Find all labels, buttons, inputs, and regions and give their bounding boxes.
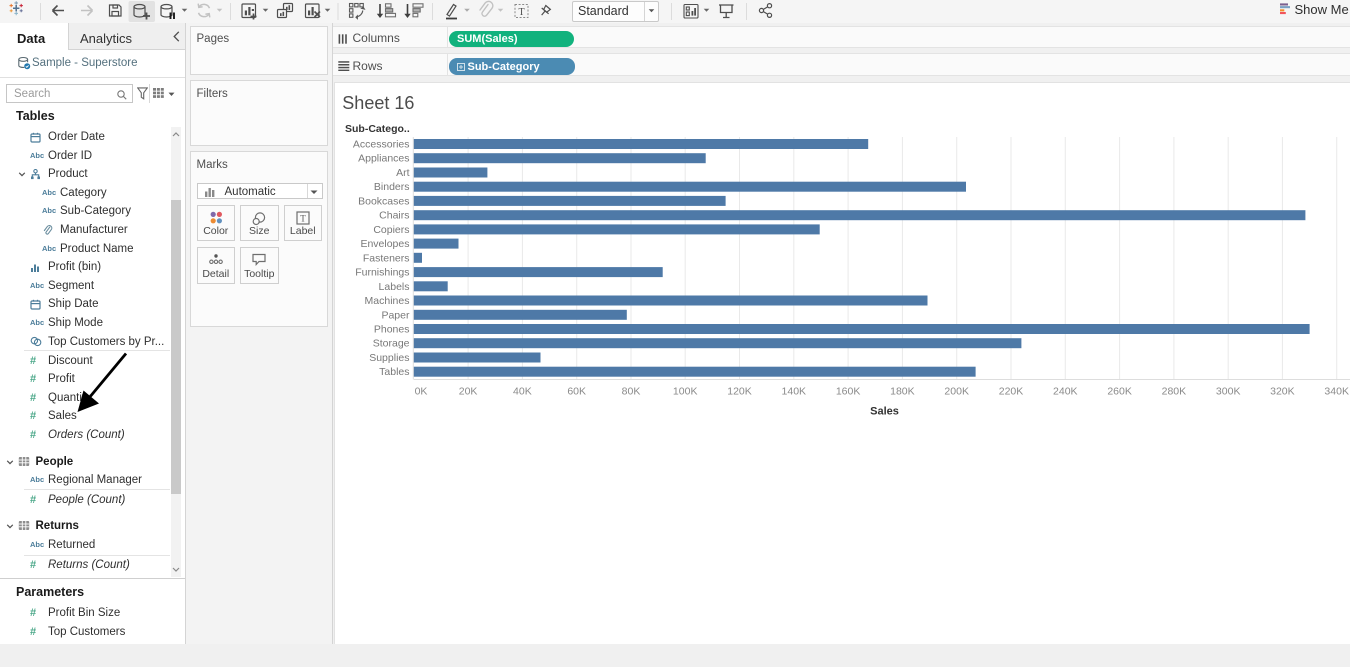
svg-text:80K: 80K — [621, 386, 640, 398]
svg-text:180K: 180K — [890, 386, 915, 398]
svg-text:200K: 200K — [944, 386, 969, 398]
svg-text:Furnishings: Furnishings — [355, 267, 409, 279]
svg-text:T: T — [300, 213, 306, 223]
svg-text:160K: 160K — [835, 386, 860, 398]
svg-text:Storage: Storage — [372, 338, 409, 350]
svg-text:280K: 280K — [1161, 386, 1186, 398]
svg-text:Copiers: Copiers — [373, 224, 409, 236]
svg-text:Fasteners: Fasteners — [362, 252, 409, 264]
svg-text:100K: 100K — [672, 386, 697, 398]
svg-text:240K: 240K — [1053, 386, 1078, 398]
svg-text:300K: 300K — [1215, 386, 1240, 398]
svg-text:60K: 60K — [567, 386, 586, 398]
svg-text:140K: 140K — [781, 386, 806, 398]
svg-text:0K: 0K — [414, 386, 427, 398]
svg-text:Sheet 16: Sheet 16 — [342, 93, 414, 113]
svg-text:Art: Art — [396, 167, 410, 179]
svg-text:Paper: Paper — [381, 309, 410, 321]
svg-text:Accessories: Accessories — [352, 139, 409, 151]
svg-text:T: T — [518, 7, 524, 18]
svg-text:Phones: Phones — [373, 324, 409, 336]
svg-text:Sales: Sales — [870, 406, 899, 418]
svg-text:220K: 220K — [998, 386, 1023, 398]
svg-text:Show Me: Show Me — [1295, 2, 1349, 17]
svg-text:120K: 120K — [727, 386, 752, 398]
svg-text:20K: 20K — [458, 386, 477, 398]
svg-text:Standard: Standard — [578, 4, 629, 18]
svg-text:Appliances: Appliances — [358, 153, 409, 165]
svg-text:Binders: Binders — [373, 181, 409, 193]
svg-text:Sub-Catego..: Sub-Catego.. — [345, 123, 410, 135]
svg-text:Bookcases: Bookcases — [358, 195, 409, 207]
svg-text:40K: 40K — [513, 386, 532, 398]
svg-text:Labels: Labels — [378, 281, 409, 293]
svg-text:340K: 340K — [1324, 386, 1349, 398]
svg-text:Machines: Machines — [364, 295, 409, 307]
svg-text:Envelopes: Envelopes — [360, 238, 409, 250]
svg-text:Supplies: Supplies — [369, 352, 409, 364]
svg-text:Chairs: Chairs — [379, 210, 409, 222]
svg-text:260K: 260K — [1107, 386, 1132, 398]
svg-text:Tables: Tables — [379, 366, 409, 378]
svg-text:320K: 320K — [1270, 386, 1295, 398]
